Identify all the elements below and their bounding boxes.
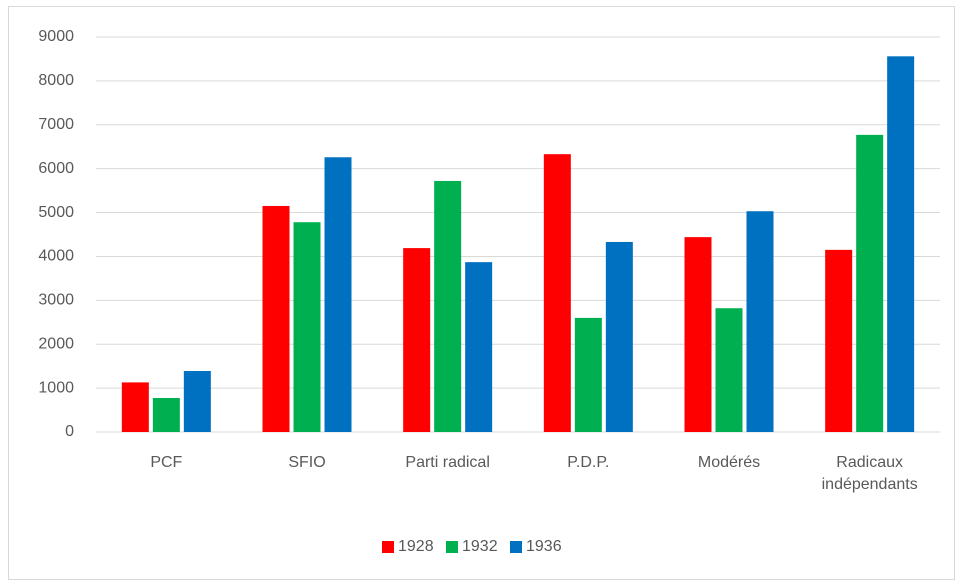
bar bbox=[715, 308, 743, 432]
bar bbox=[856, 134, 884, 432]
bar bbox=[152, 397, 180, 432]
y-tick-label: 9000 bbox=[38, 28, 74, 45]
bar bbox=[887, 56, 915, 433]
y-tick-label: 2000 bbox=[38, 335, 74, 352]
bar bbox=[684, 237, 712, 432]
legend-label: 1932 bbox=[462, 538, 498, 555]
bar bbox=[746, 211, 774, 432]
legend-swatch bbox=[382, 541, 394, 553]
bar bbox=[262, 205, 290, 432]
legend-label: 1928 bbox=[398, 538, 434, 555]
bar bbox=[183, 370, 211, 432]
y-tick-label: 0 bbox=[65, 423, 74, 440]
legend-swatch bbox=[446, 541, 458, 553]
bar bbox=[543, 154, 571, 432]
y-tick-label: 8000 bbox=[38, 72, 74, 89]
y-tick-label: 5000 bbox=[38, 204, 74, 221]
y-tick-label: 6000 bbox=[38, 160, 74, 177]
x-tick-label: Parti radical bbox=[405, 454, 490, 471]
x-tick-label: Radicaux indépendants bbox=[821, 454, 918, 493]
x-tick-label: SFIO bbox=[288, 454, 326, 471]
legend-label: 1936 bbox=[526, 538, 562, 555]
y-tick-label: 7000 bbox=[38, 116, 74, 133]
y-tick-label: 1000 bbox=[38, 379, 74, 396]
bar bbox=[121, 382, 149, 432]
bar bbox=[825, 249, 853, 432]
bar bbox=[574, 317, 602, 432]
chart-border bbox=[8, 6, 955, 580]
bar bbox=[324, 157, 352, 432]
bar bbox=[403, 248, 431, 432]
y-tick-label: 4000 bbox=[38, 248, 74, 265]
x-tick-label: PCF bbox=[150, 454, 183, 471]
x-tick-label: Modérés bbox=[697, 454, 761, 471]
legend-swatch bbox=[510, 541, 522, 553]
bar bbox=[465, 262, 493, 432]
x-tick-label: P.D.P. bbox=[567, 454, 610, 471]
bar bbox=[434, 180, 462, 432]
y-tick-label: 3000 bbox=[38, 292, 74, 309]
bar bbox=[605, 241, 633, 432]
bar bbox=[293, 222, 321, 432]
